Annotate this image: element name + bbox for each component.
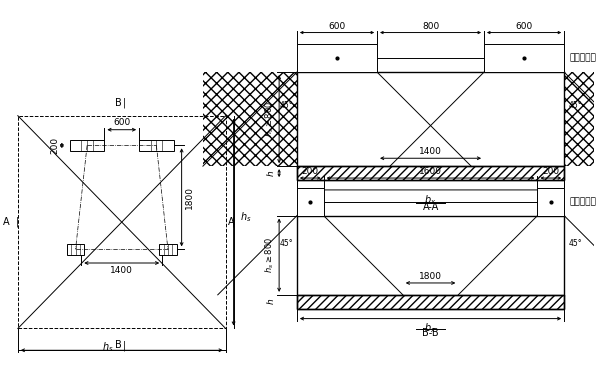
Text: 800: 800	[422, 22, 439, 31]
Bar	[297, 295, 564, 309]
Text: 200: 200	[50, 137, 59, 154]
Text: 45°: 45°	[568, 100, 582, 110]
Text: 45°: 45°	[568, 239, 582, 248]
Bar	[70, 139, 104, 151]
Text: A: A	[3, 217, 10, 227]
Text: 600: 600	[515, 22, 533, 31]
Text: 600: 600	[113, 118, 130, 127]
Text: 中、后车轮: 中、后车轮	[569, 197, 596, 206]
Text: $h_s\geq800$: $h_s\geq800$	[263, 237, 276, 273]
Text: B: B	[115, 341, 122, 350]
Text: 45°: 45°	[280, 100, 293, 110]
Text: 1400: 1400	[419, 147, 442, 156]
Text: 1400: 1400	[110, 266, 133, 275]
Text: 1800: 1800	[185, 186, 194, 209]
Bar	[538, 188, 564, 216]
Text: $h_s$: $h_s$	[239, 210, 251, 224]
Text: |: |	[16, 217, 19, 227]
Text: $h$: $h$	[265, 298, 276, 305]
Text: $h_s\geq800$: $h_s\geq800$	[263, 101, 276, 137]
Text: |: |	[123, 341, 126, 351]
Text: 45°: 45°	[280, 239, 293, 248]
Bar	[297, 166, 564, 180]
Text: B: B	[115, 98, 122, 108]
Text: A-A: A-A	[422, 202, 439, 212]
Text: 1800: 1800	[419, 272, 442, 281]
Text: 200: 200	[302, 167, 319, 176]
Text: $b_x$: $b_x$	[424, 322, 437, 335]
Text: B-B: B-B	[422, 328, 439, 338]
Text: |: |	[232, 217, 235, 227]
Text: 1600: 1600	[419, 167, 442, 176]
Bar	[18, 116, 226, 328]
Text: $b_x$: $b_x$	[424, 193, 437, 207]
Text: 中、后车轮: 中、后车轮	[569, 54, 596, 63]
Bar	[139, 139, 174, 151]
Bar	[297, 188, 323, 216]
Text: $h$: $h$	[265, 170, 276, 177]
Bar	[297, 166, 564, 180]
Text: A: A	[227, 217, 234, 227]
Bar	[297, 295, 564, 309]
Text: 200: 200	[542, 167, 559, 176]
Text: |: |	[123, 97, 126, 108]
Bar	[67, 243, 84, 255]
Bar	[203, 72, 297, 166]
Text: 600: 600	[328, 22, 346, 31]
Bar	[564, 72, 600, 166]
Bar	[297, 45, 377, 72]
Bar	[159, 243, 176, 255]
Text: $h_s$: $h_s$	[102, 341, 114, 354]
Bar	[484, 45, 564, 72]
